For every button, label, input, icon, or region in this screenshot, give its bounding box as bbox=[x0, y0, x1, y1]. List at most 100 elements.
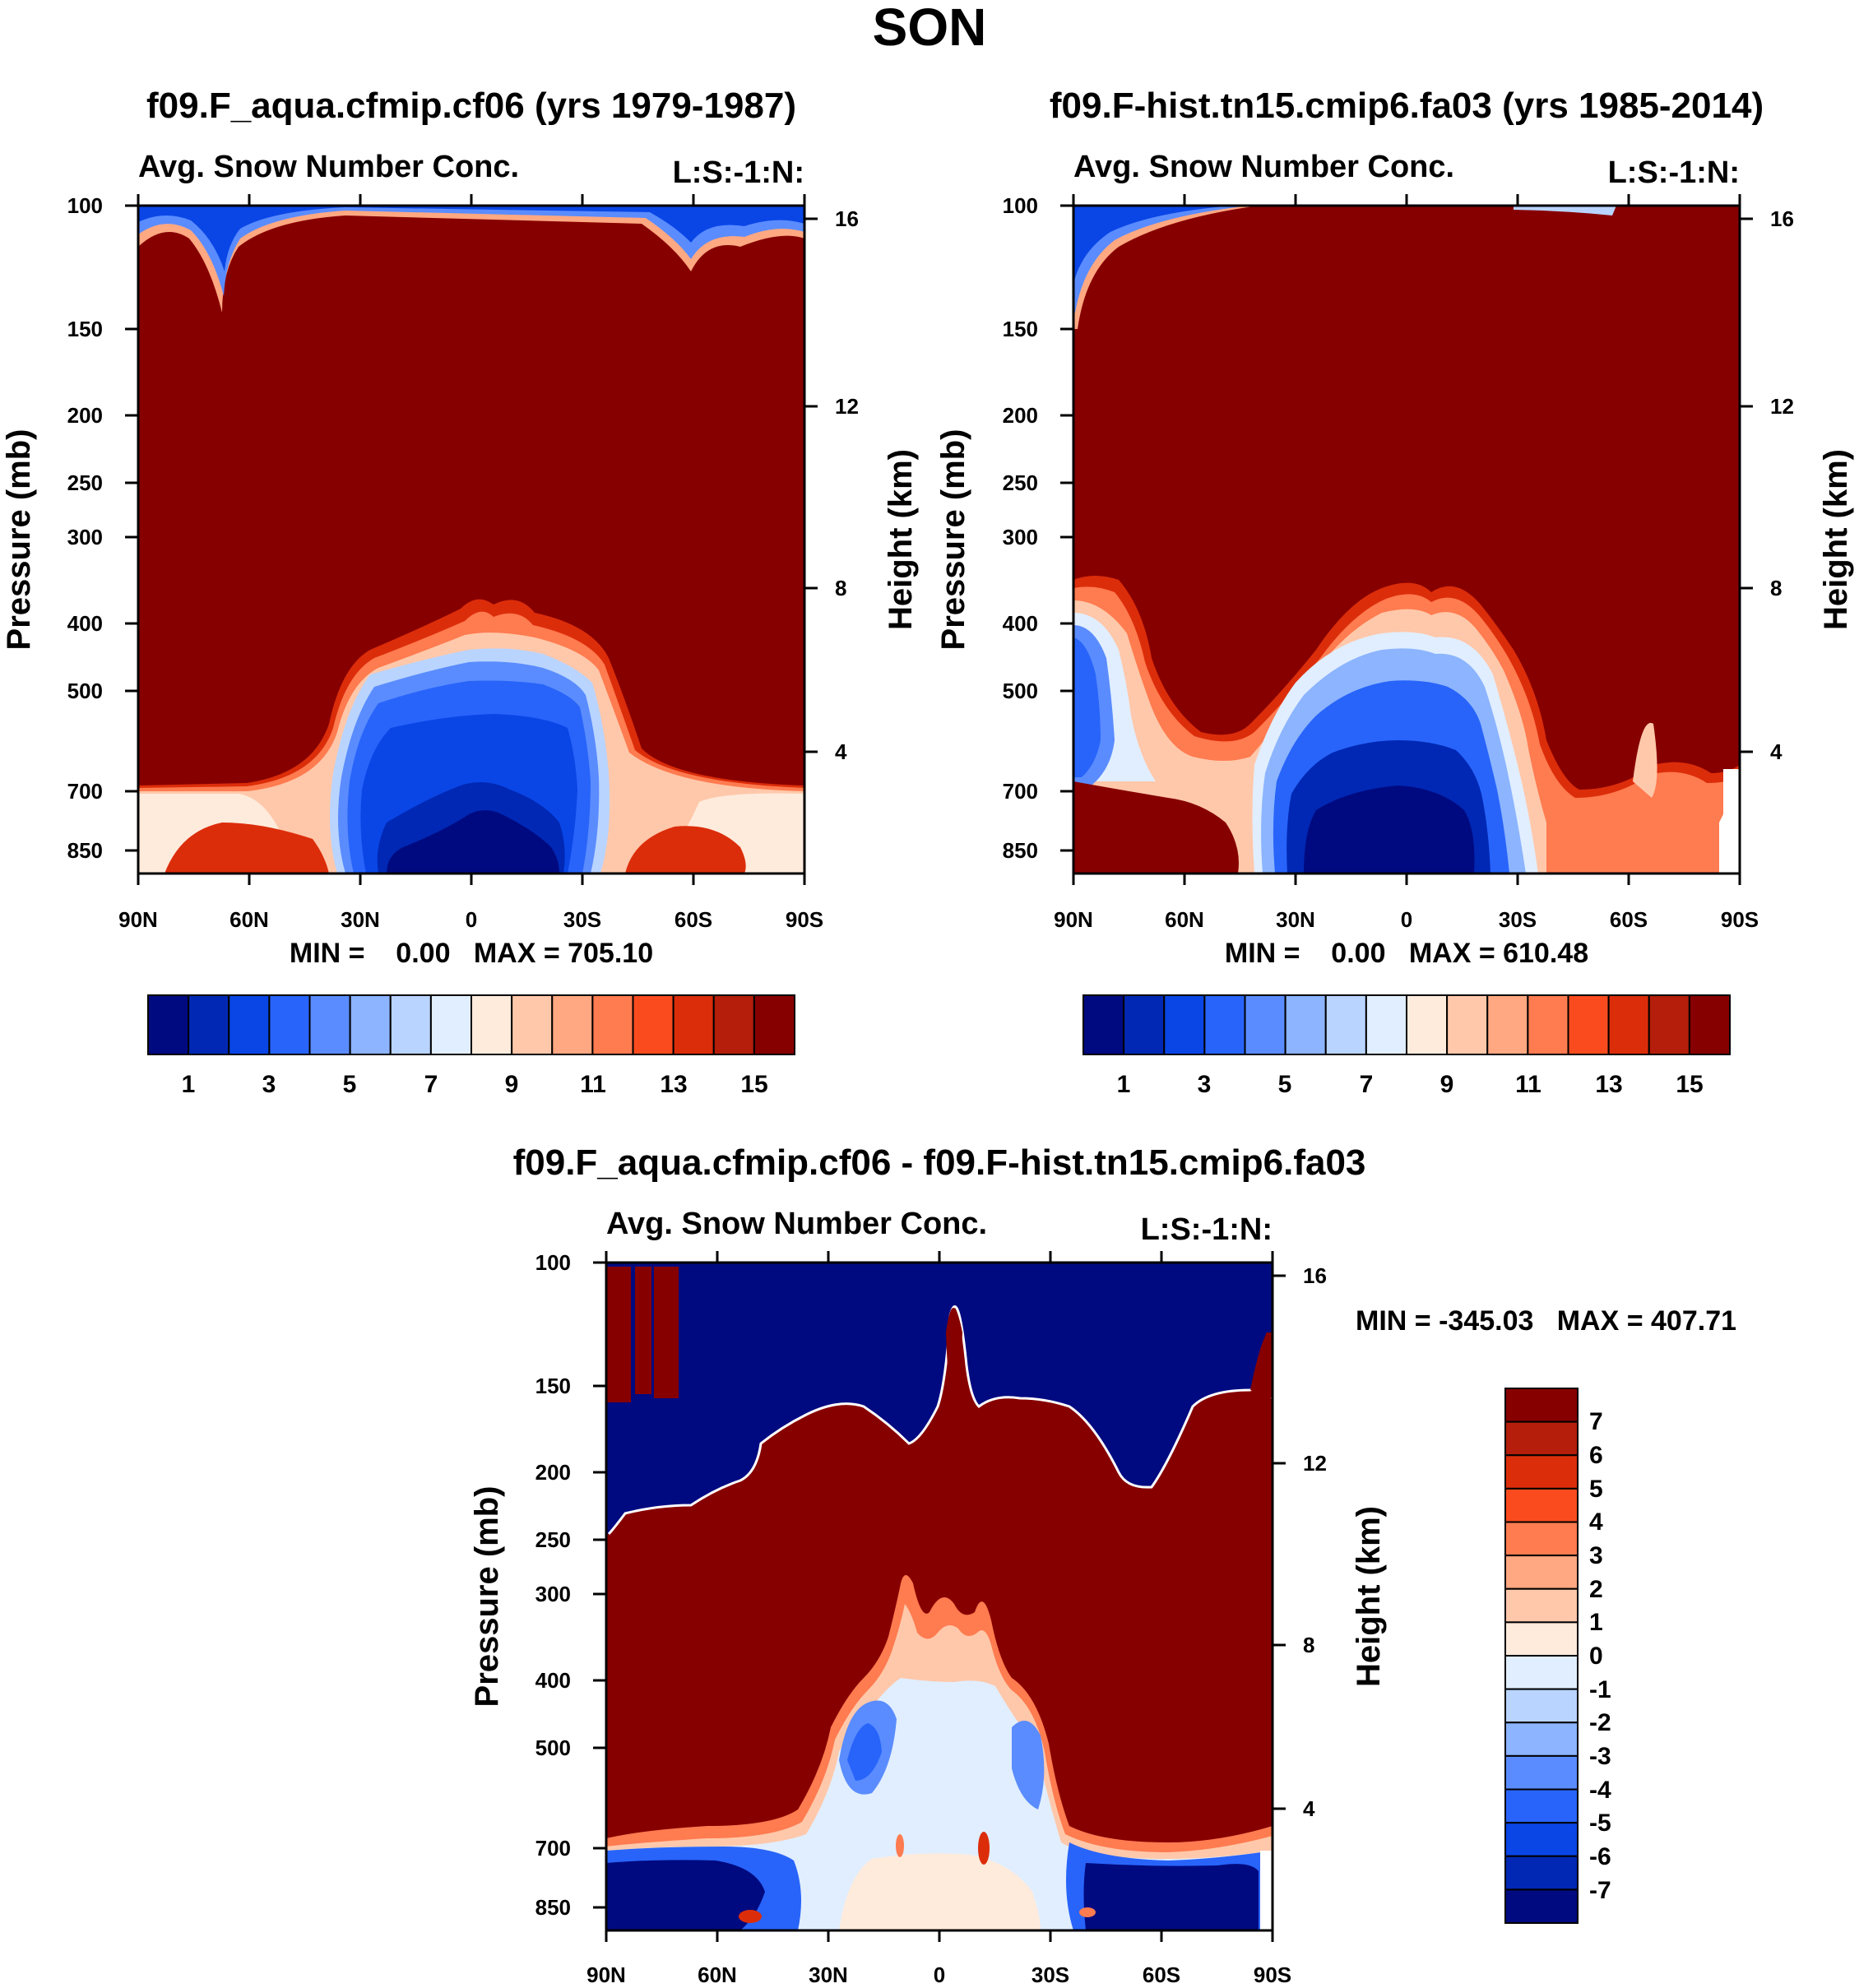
panel-a-colorbar-label: 13 bbox=[660, 1071, 687, 1098]
colorbar-swatch bbox=[188, 994, 230, 1055]
colorbar-swatch bbox=[1406, 994, 1449, 1055]
panel-b-colorbar-label: 15 bbox=[1676, 1071, 1703, 1098]
panel-b-xtick: 30S bbox=[1499, 907, 1537, 932]
panel-a-ytick-right: 12 bbox=[835, 394, 859, 419]
colorbar-swatch bbox=[1504, 1621, 1579, 1657]
panel-c-ytick-right: 4 bbox=[1303, 1796, 1315, 1821]
panel-b-ytick: 100 bbox=[1003, 193, 1038, 218]
panel-b-ytick: 500 bbox=[1003, 679, 1038, 703]
colorbar-swatch bbox=[1504, 1388, 1579, 1423]
colorbar-swatch bbox=[1504, 1587, 1579, 1624]
panel-b-ytick-right: 8 bbox=[1770, 576, 1782, 600]
panel-c-ytick: 400 bbox=[535, 1668, 571, 1693]
panel-b-colorbar-label: 7 bbox=[1360, 1071, 1374, 1098]
panel-a-ytick: 100 bbox=[67, 193, 103, 218]
panel-c: f09.F_aqua.cfmip.cf06 - f09.F-hist.tn15.… bbox=[469, 1142, 1736, 1987]
panel-a-xtick: 0 bbox=[466, 907, 477, 932]
panel-a-title: f09.F_aqua.cfmip.cf06 (yrs 1979-1987) bbox=[146, 86, 796, 126]
panel-c-xtick: 0 bbox=[934, 1963, 945, 1987]
panel-a-ytick: 700 bbox=[67, 779, 103, 804]
panel-c-xtick: 60N bbox=[698, 1963, 737, 1987]
panel-b-colorbar-label: 3 bbox=[1198, 1071, 1212, 1098]
panel-b-left-subtitle: Avg. Snow Number Conc. bbox=[1073, 150, 1454, 184]
panel-b-xtick: 30N bbox=[1276, 907, 1315, 932]
colorbar-swatch bbox=[1504, 1855, 1579, 1891]
panel-c-right-subtitle: L:S:-1:N: bbox=[1141, 1212, 1273, 1247]
panel-c-left-subtitle: Avg. Snow Number Conc. bbox=[606, 1207, 987, 1241]
colorbar-swatch bbox=[471, 994, 513, 1055]
colorbar-swatch bbox=[1203, 994, 1246, 1055]
panel-b-ytick: 250 bbox=[1003, 470, 1038, 495]
colorbar-swatch bbox=[591, 994, 634, 1055]
panel-a-ytick: 250 bbox=[67, 470, 103, 495]
colorbar-swatch bbox=[228, 994, 271, 1055]
panel-a-ytick: 150 bbox=[67, 317, 103, 341]
panel-c-colorbar-label: -5 bbox=[1589, 1810, 1611, 1837]
panel-b-ylabel: Pressure (mb) bbox=[935, 429, 971, 651]
panel-b-title: f09.F-hist.tn15.cmip6.fa03 (yrs 1985-201… bbox=[1050, 86, 1764, 126]
panel-b-ylabel-right: Height (km) bbox=[1818, 449, 1854, 630]
panel-c-ytick-right: 12 bbox=[1303, 1451, 1327, 1476]
colorbar-swatch bbox=[1688, 994, 1731, 1055]
panel-b-ytick: 200 bbox=[1003, 403, 1038, 428]
colorbar-swatch bbox=[1163, 994, 1206, 1055]
colorbar-swatch bbox=[429, 994, 472, 1055]
panel-a-min-max: MIN = 0.00 MAX = 705.10 bbox=[290, 938, 653, 969]
colorbar-swatch bbox=[1648, 994, 1690, 1055]
colorbar-swatch bbox=[1607, 994, 1650, 1055]
panel-b-xtick: 60N bbox=[1165, 907, 1204, 932]
panel-c-colorbar-label: -6 bbox=[1589, 1843, 1611, 1870]
page-title: SON bbox=[873, 0, 987, 57]
panel-b-ytick: 700 bbox=[1003, 779, 1038, 804]
colorbar-swatch bbox=[1504, 1722, 1579, 1757]
panel-c-title: f09.F_aqua.cfmip.cf06 - f09.F-hist.tn15.… bbox=[513, 1142, 1366, 1183]
colorbar-swatch bbox=[1504, 1788, 1579, 1824]
panel-c-ytick: 150 bbox=[535, 1374, 571, 1398]
colorbar-swatch bbox=[1504, 1655, 1579, 1690]
colorbar-swatch bbox=[511, 994, 554, 1055]
panel-a-colorbar-label: 15 bbox=[740, 1071, 767, 1098]
colorbar-swatch bbox=[1446, 994, 1489, 1055]
panel-c-ytick: 300 bbox=[535, 1582, 571, 1606]
colorbar-swatch bbox=[712, 994, 755, 1055]
panel-c-xtick: 30N bbox=[809, 1963, 848, 1987]
panel-c-colorbar-label: 1 bbox=[1589, 1609, 1603, 1636]
panel-a-ytick: 400 bbox=[67, 611, 103, 636]
panel-a-ylabel-right: Height (km) bbox=[883, 449, 919, 630]
colorbar-swatch bbox=[1486, 994, 1529, 1055]
panel-b-colorbar-label: 1 bbox=[1117, 1071, 1131, 1098]
panel-c-colorbar-label: 4 bbox=[1589, 1508, 1603, 1536]
panel-c-xtick: 90S bbox=[1254, 1963, 1291, 1987]
panel-b-colorbar bbox=[1082, 994, 1731, 1055]
panel-c-min-max: MIN = -345.03 MAX = 407.71 bbox=[1356, 1305, 1736, 1337]
panel-a-xtick: 30N bbox=[341, 907, 380, 932]
panel-c-colorbar-label: 7 bbox=[1589, 1408, 1603, 1435]
colorbar-swatch bbox=[268, 994, 311, 1055]
colorbar-swatch bbox=[1567, 994, 1610, 1055]
panel-c-xtick: 30S bbox=[1031, 1963, 1069, 1987]
colorbar-swatch bbox=[753, 994, 795, 1055]
panel-a-colorbar-label: 9 bbox=[505, 1071, 519, 1098]
colorbar-swatch bbox=[1504, 1822, 1579, 1857]
panel-a-ylabel: Pressure (mb) bbox=[1, 429, 37, 651]
panel-c-contour-field bbox=[606, 1263, 1273, 1930]
colorbar-swatch bbox=[632, 994, 675, 1055]
panel-c-ytick: 250 bbox=[535, 1527, 571, 1552]
panel-c-ytick: 200 bbox=[535, 1460, 571, 1485]
panel-a-ytick: 850 bbox=[67, 838, 103, 863]
panel-c-colorbar-label: -2 bbox=[1589, 1709, 1611, 1736]
panel-c-colorbar-label: -3 bbox=[1589, 1743, 1611, 1770]
panel-c-colorbar-label: 5 bbox=[1589, 1476, 1603, 1503]
panel-c-x-ticks bbox=[593, 1251, 1286, 1942]
panel-a-ytick-right: 8 bbox=[835, 576, 846, 600]
colorbar-swatch bbox=[1504, 1688, 1579, 1724]
panel-b-x-ticks bbox=[1060, 194, 1753, 885]
panel-b-xtick: 60S bbox=[1610, 907, 1648, 932]
colorbar-swatch bbox=[1504, 1487, 1579, 1523]
panel-b-xtick: 0 bbox=[1401, 907, 1412, 932]
panel-a-xtick: 90N bbox=[118, 907, 158, 932]
colorbar-swatch bbox=[1244, 994, 1286, 1055]
panel-c-colorbar-label: 3 bbox=[1589, 1542, 1603, 1569]
colorbar-swatch bbox=[551, 994, 594, 1055]
